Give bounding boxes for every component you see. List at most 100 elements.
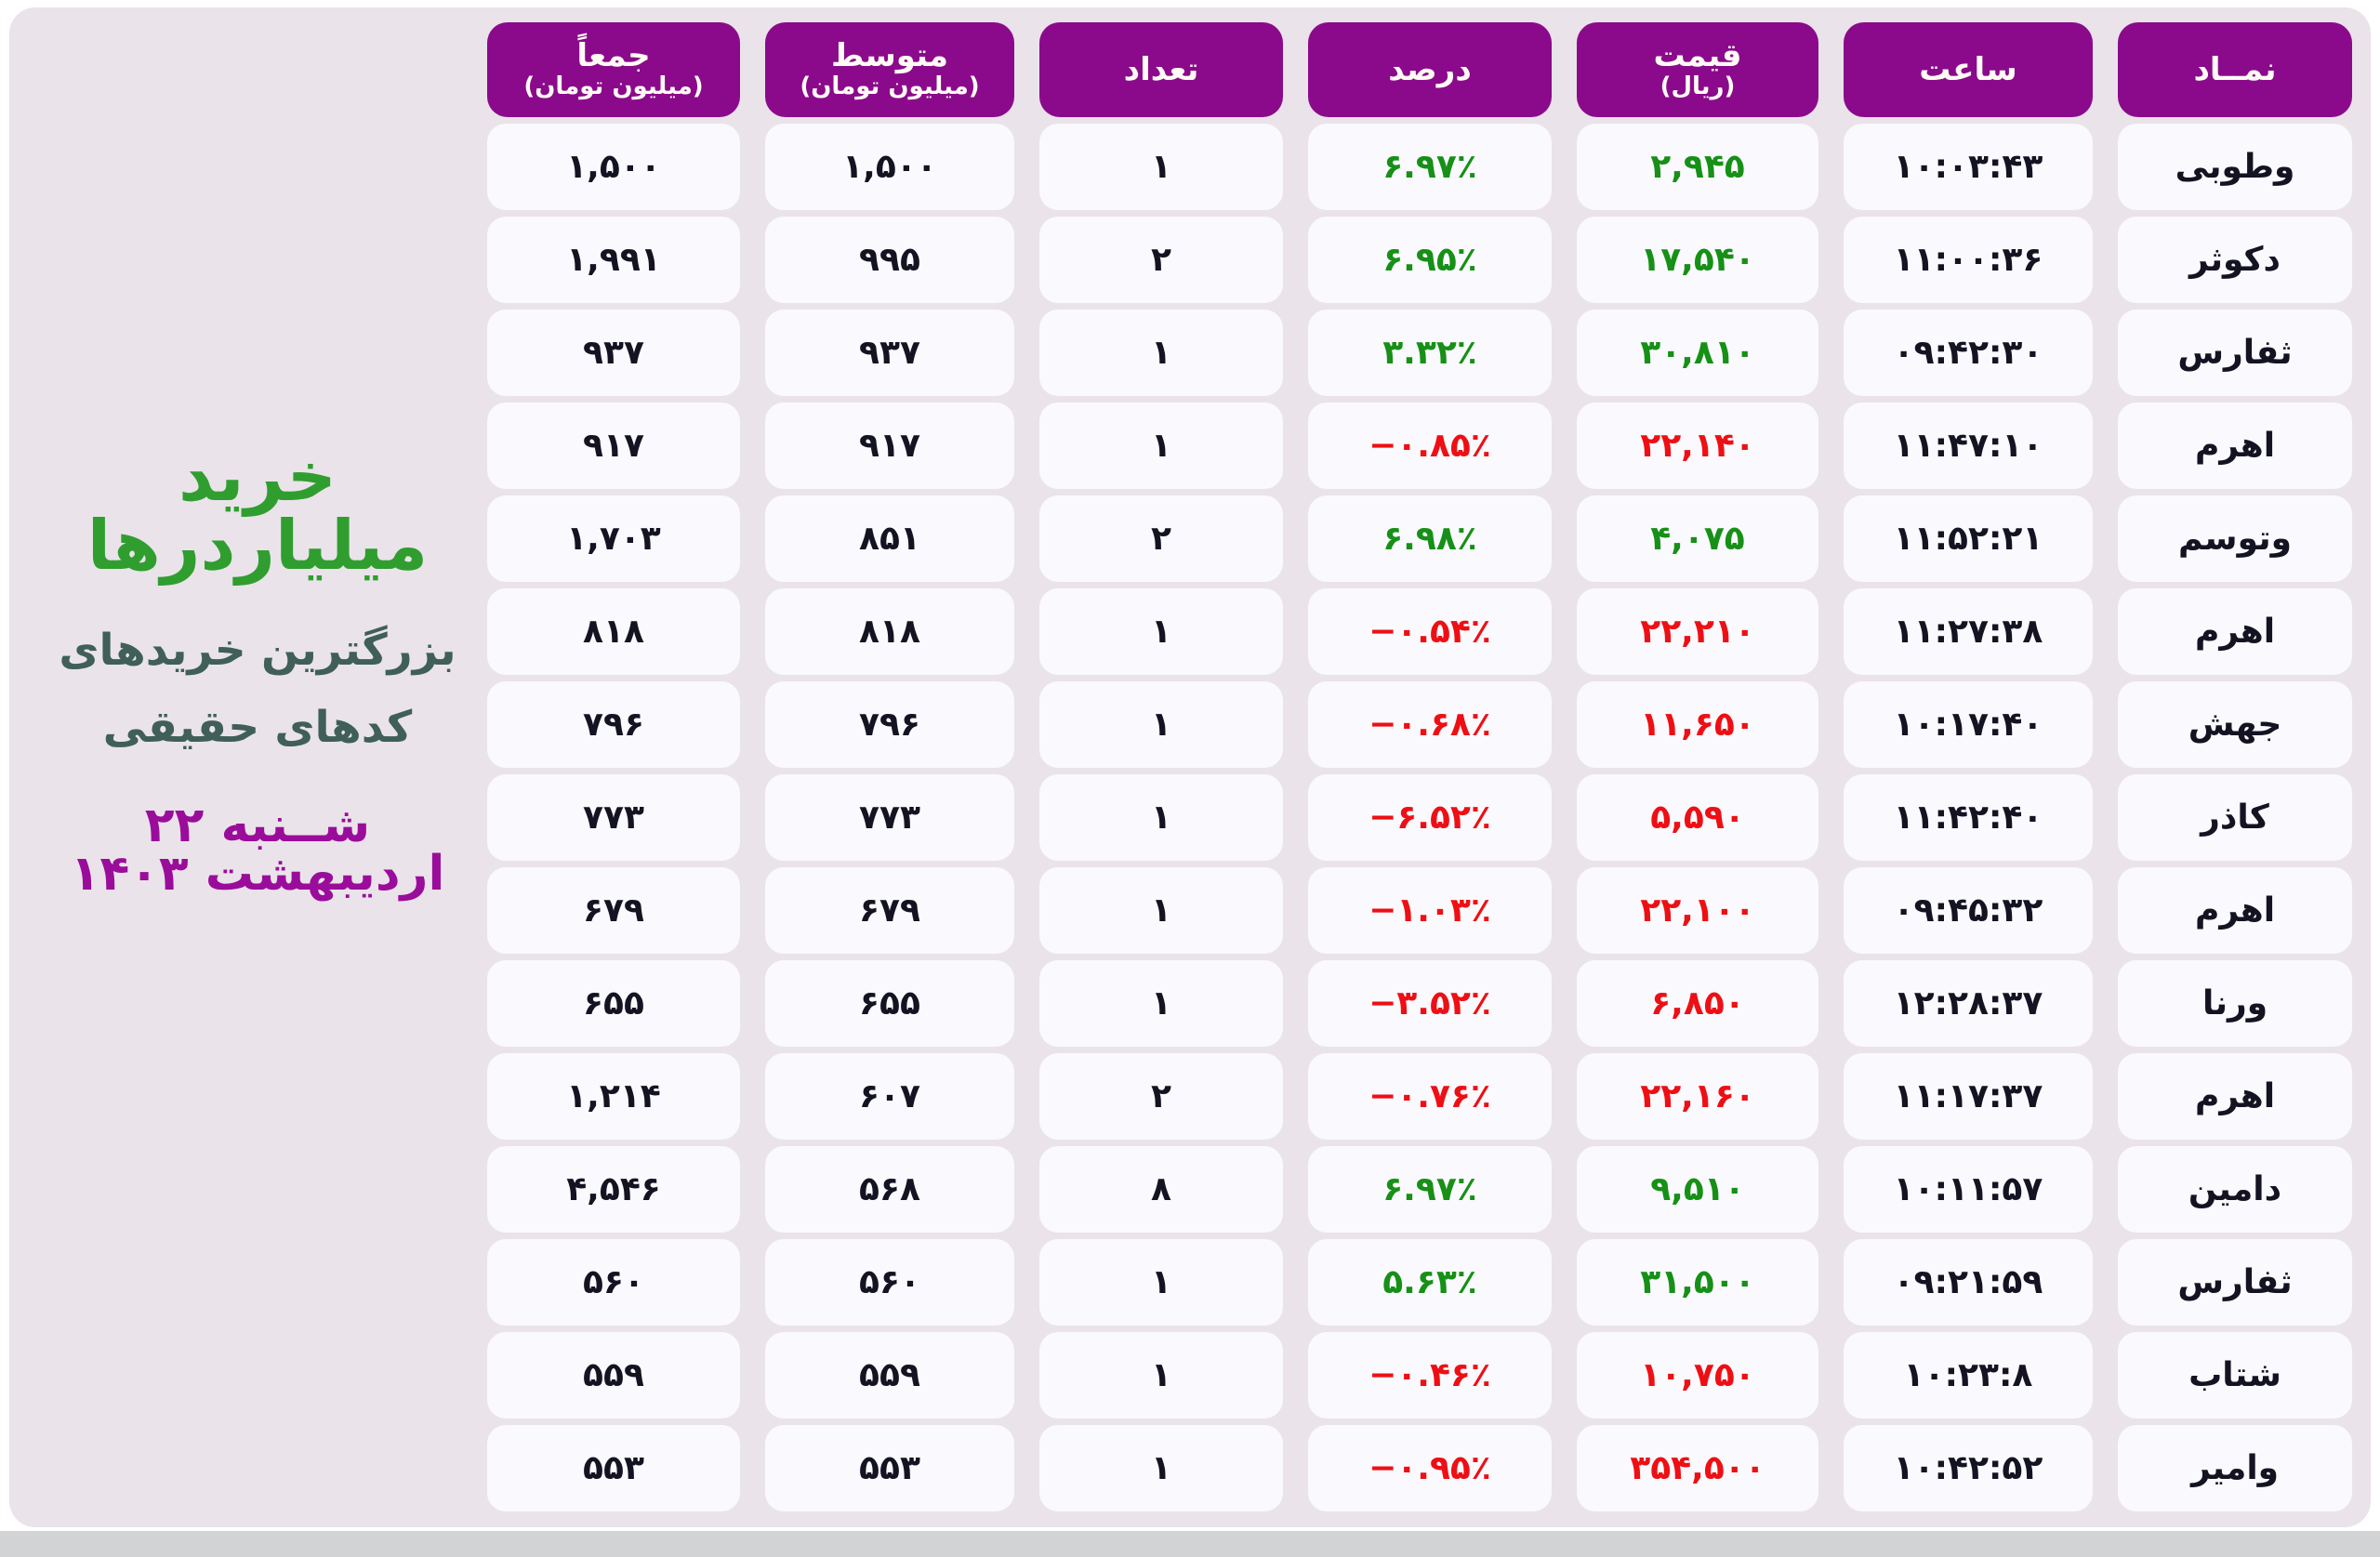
avg-cell: ۱,۵۰۰ [765, 124, 1014, 210]
time-cell: ۱۰:۱۷:۴۰ [1844, 681, 2093, 768]
price-cell: ۱۷,۵۴۰ [1577, 217, 1818, 303]
time-cell: ۱۰:۲۳:۸ [1844, 1332, 2093, 1418]
header-symbol: نمــاد [2118, 22, 2352, 117]
header-average-unit: (میلیون تومان) [800, 73, 980, 101]
count-cell: ۲ [1039, 1053, 1283, 1140]
symbol-cell: اهرم [2118, 867, 2352, 954]
percent-cell: ۶.۹۸٪ [1308, 495, 1552, 582]
total-cell: ۹۱۷ [487, 402, 740, 489]
page-subtitle-line2: کدهای حقیقی [102, 702, 413, 753]
symbol-cell: ثفارس [2118, 310, 2352, 396]
count-cell: ۲ [1039, 217, 1283, 303]
page-date: شــنبه ۲۲ اردیبهشت ۱۴۰۳ [70, 798, 445, 902]
title-block: خرید میلیاردرها بزرگترین خریدهای کدهای ح… [28, 22, 487, 1512]
main-panel: نمــاد ساعت قیمت (ریال) درصد تعداد متوسط… [9, 7, 2371, 1527]
total-cell: ۱,۷۰۳ [487, 495, 740, 582]
billionaires-table: نمــاد ساعت قیمت (ریال) درصد تعداد متوسط… [487, 22, 2352, 1512]
total-cell: ۹۳۷ [487, 310, 740, 396]
page-subtitle-line1: بزرگترین خریدهای [59, 625, 456, 676]
price-cell: ۲۲,۱۶۰ [1577, 1053, 1818, 1140]
time-cell: ۱۲:۲۸:۳۷ [1844, 960, 2093, 1047]
header-average-label: متوسط [830, 37, 949, 75]
time-cell: ۱۱:۴۲:۴۰ [1844, 774, 2093, 861]
percent-cell: ۳.۳۲٪ [1308, 310, 1552, 396]
header-total: جمعاً (میلیون تومان) [487, 22, 740, 117]
count-cell: ۱ [1039, 1332, 1283, 1418]
count-cell: ۱ [1039, 310, 1283, 396]
total-cell: ۶۵۵ [487, 960, 740, 1047]
header-total-label: جمعاً [576, 37, 651, 75]
header-total-unit: (میلیون تومان) [523, 73, 704, 101]
content: نمــاد ساعت قیمت (ریال) درصد تعداد متوسط… [9, 7, 2371, 1527]
header-count: تعداد [1039, 22, 1283, 117]
percent-cell: −۰.۶۸٪ [1308, 681, 1552, 768]
percent-cell: ۶.۹۷٪ [1308, 124, 1552, 210]
time-cell: ۰۹:۴۲:۳۰ [1844, 310, 2093, 396]
count-cell: ۱ [1039, 867, 1283, 954]
symbol-cell: وامیر [2118, 1425, 2352, 1511]
total-cell: ۵۶۰ [487, 1239, 740, 1326]
total-cell: ۶۷۹ [487, 867, 740, 954]
symbol-cell: اهرم [2118, 402, 2352, 489]
symbol-cell: دامین [2118, 1146, 2352, 1233]
count-cell: ۸ [1039, 1146, 1283, 1233]
total-cell: ۴,۵۴۶ [487, 1146, 740, 1233]
price-cell: ۳۱,۵۰۰ [1577, 1239, 1818, 1326]
header-average: متوسط (میلیون تومان) [765, 22, 1014, 117]
bottom-bar [0, 1531, 2380, 1557]
total-cell: ۵۵۹ [487, 1332, 740, 1418]
avg-cell: ۵۵۳ [765, 1425, 1014, 1511]
total-cell: ۱,۲۱۴ [487, 1053, 740, 1140]
count-cell: ۱ [1039, 1239, 1283, 1326]
avg-cell: ۶۵۵ [765, 960, 1014, 1047]
symbol-cell: دکوثر [2118, 217, 2352, 303]
symbol-cell: وطوبی [2118, 124, 2352, 210]
time-cell: ۱۰:۴۲:۵۲ [1844, 1425, 2093, 1511]
avg-cell: ۶۰۷ [765, 1053, 1014, 1140]
price-cell: ۲۲,۲۱۰ [1577, 588, 1818, 675]
count-cell: ۱ [1039, 774, 1283, 861]
price-cell: ۲,۹۴۵ [1577, 124, 1818, 210]
time-cell: ۰۹:۴۵:۳۲ [1844, 867, 2093, 954]
avg-cell: ۷۷۳ [765, 774, 1014, 861]
header-count-label: تعداد [1123, 50, 1199, 88]
percent-cell: ۶.۹۵٪ [1308, 217, 1552, 303]
price-cell: ۲۲,۱۰۰ [1577, 867, 1818, 954]
symbol-cell: وتوسم [2118, 495, 2352, 582]
percent-cell: −۰.۸۵٪ [1308, 402, 1552, 489]
avg-cell: ۵۶۰ [765, 1239, 1014, 1326]
total-cell: ۷۹۶ [487, 681, 740, 768]
count-cell: ۱ [1039, 402, 1283, 489]
percent-cell: −۳.۵۲٪ [1308, 960, 1552, 1047]
price-cell: ۹,۵۱۰ [1577, 1146, 1818, 1233]
symbol-cell: اهرم [2118, 588, 2352, 675]
count-cell: ۱ [1039, 124, 1283, 210]
percent-cell: ۶.۹۷٪ [1308, 1146, 1552, 1233]
time-cell: ۱۱:۲۷:۳۸ [1844, 588, 2093, 675]
time-cell: ۱۰:۱۱:۵۷ [1844, 1146, 2093, 1233]
symbol-cell: ورنا [2118, 960, 2352, 1047]
avg-cell: ۹۱۷ [765, 402, 1014, 489]
total-cell: ۸۱۸ [487, 588, 740, 675]
symbol-cell: ثفارس [2118, 1239, 2352, 1326]
symbol-cell: جهش [2118, 681, 2352, 768]
price-cell: ۲۲,۱۴۰ [1577, 402, 1818, 489]
percent-cell: −۶.۵۲٪ [1308, 774, 1552, 861]
percent-cell: −۰.۹۵٪ [1308, 1425, 1552, 1511]
header-price-label: قیمت [1653, 37, 1742, 75]
time-cell: ۱۱:۱۷:۳۷ [1844, 1053, 2093, 1140]
header-percent: درصد [1308, 22, 1552, 117]
avg-cell: ۹۹۵ [765, 217, 1014, 303]
symbol-cell: شتاب [2118, 1332, 2352, 1418]
total-cell: ۵۵۳ [487, 1425, 740, 1511]
avg-cell: ۵۶۸ [765, 1146, 1014, 1233]
header-time: ساعت [1844, 22, 2093, 117]
header-symbol-label: نمــاد [2193, 50, 2277, 88]
price-cell: ۳۰,۸۱۰ [1577, 310, 1818, 396]
header-price: قیمت (ریال) [1577, 22, 1818, 117]
price-cell: ۴,۰۷۵ [1577, 495, 1818, 582]
avg-cell: ۶۷۹ [765, 867, 1014, 954]
time-cell: ۱۱:۰۰:۳۶ [1844, 217, 2093, 303]
page-title: خرید میلیاردرها [86, 437, 429, 586]
symbol-cell: کاذر [2118, 774, 2352, 861]
